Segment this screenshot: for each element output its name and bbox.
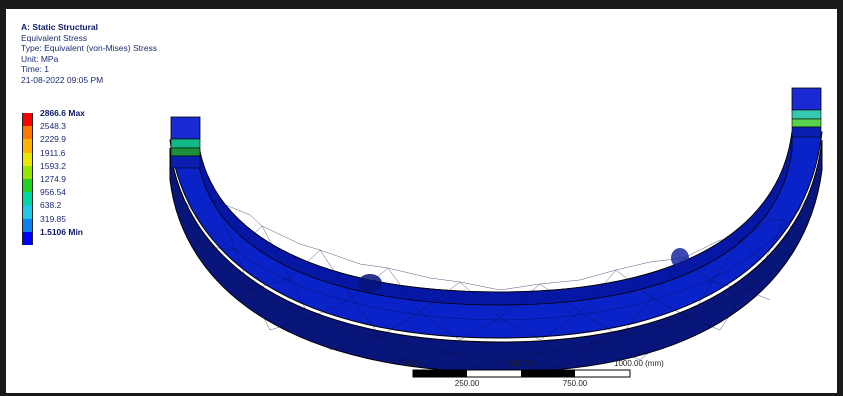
legend-band: 1.5106 Min xyxy=(22,227,142,245)
legend-level-label: 319.85 xyxy=(40,213,66,224)
legend-band: 2866.6 Max xyxy=(22,108,142,127)
result-info-block: A: Static Structural Equivalent Stress T… xyxy=(21,22,157,86)
legend-band: 2229.9 xyxy=(22,134,142,153)
ring-outer-wall xyxy=(169,139,823,373)
contour-blob xyxy=(358,274,382,292)
legend-band: 1593.2 xyxy=(22,161,142,179)
result-date: 21-08-2022 09:05 PM xyxy=(21,74,104,85)
legend-level-label: 956.54 xyxy=(40,187,66,198)
ring-inner-wall xyxy=(197,131,793,306)
legend-swatch xyxy=(22,152,33,166)
result-unit: Unit: MPa xyxy=(21,53,59,64)
legend-swatch xyxy=(22,231,33,245)
fe-mesh-lines xyxy=(183,195,809,369)
legend-swatch xyxy=(22,165,33,179)
legend-band: 2548.3 xyxy=(22,121,142,140)
scale-label: 750.00 xyxy=(563,379,588,388)
legend-band: 956.54 xyxy=(22,187,142,206)
left-support-block xyxy=(170,116,201,169)
legend-min-label: 1.5106 Min xyxy=(40,226,83,237)
legend-swatch xyxy=(22,139,33,153)
analysis-title: A: Static Structural xyxy=(21,22,98,32)
legend-swatch xyxy=(22,126,33,140)
legend-level-label: 2548.3 xyxy=(40,121,66,132)
legend-swatch xyxy=(22,218,33,232)
scale-label: 1000.00 (mm) xyxy=(614,359,664,368)
legend-level-label: 2229.9 xyxy=(40,134,66,145)
legend-level-label: 638.2 xyxy=(40,200,62,211)
contour-blob xyxy=(671,248,689,268)
legend-swatch xyxy=(22,113,33,127)
scale-label: 500.00 xyxy=(509,359,534,368)
scale-label: 250.00 xyxy=(455,379,480,388)
legend-band: 638.2 xyxy=(22,200,142,219)
legend-level-label: 1593.2 xyxy=(40,160,66,171)
legend-band: 319.85 xyxy=(22,214,142,232)
legend-swatch xyxy=(22,179,33,193)
scale-label: 0.00 xyxy=(405,359,421,368)
scale-bar-segment xyxy=(413,370,467,377)
legend-band: 1911.6 xyxy=(22,148,142,166)
legend-swatch xyxy=(22,205,33,219)
legend-swatch xyxy=(22,192,33,206)
legend-level-label: 1274.9 xyxy=(40,174,66,184)
legend-level-label: 1911.6 xyxy=(40,147,66,158)
scale-bar-segment xyxy=(521,370,575,377)
right-support-block xyxy=(791,87,822,138)
result-type: Type: Equivalent (von-Mises) Stress xyxy=(21,43,158,54)
result-time: Time: 1 xyxy=(21,64,50,75)
legend-band: 1274.9 xyxy=(22,174,142,193)
legend-max-label: 2866.6 Max xyxy=(40,108,85,118)
result-name: Equivalent Stress xyxy=(21,32,88,43)
